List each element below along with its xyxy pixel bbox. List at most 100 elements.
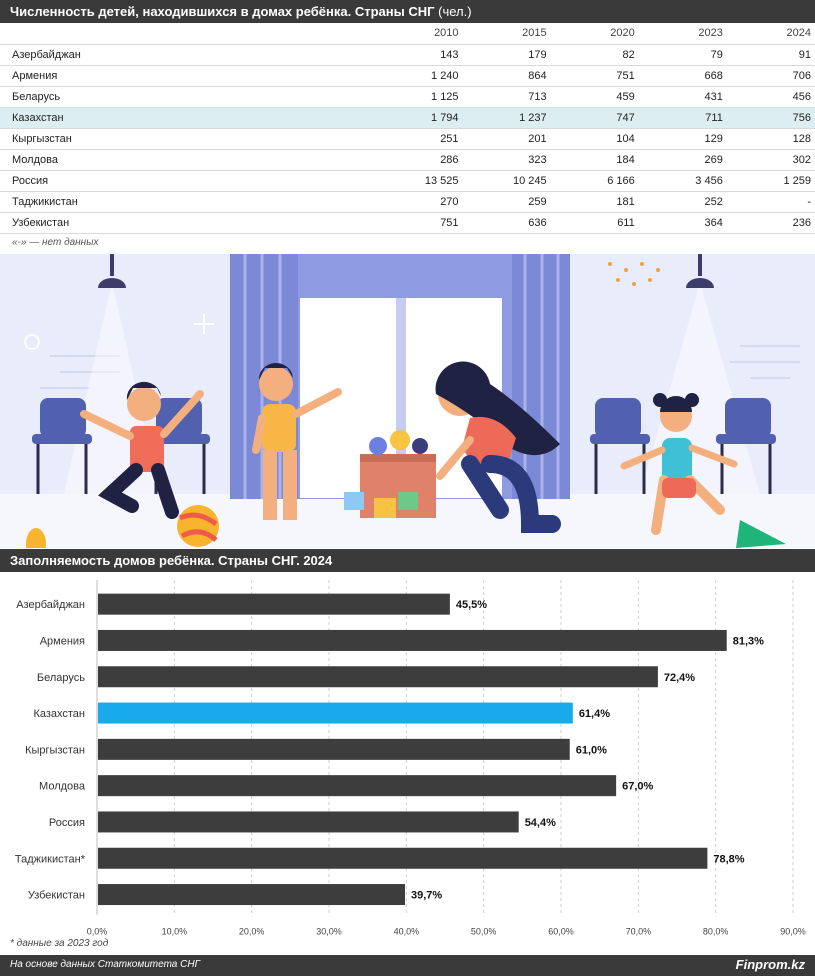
value-cell: 143 — [374, 44, 463, 66]
category-label: Кыргызстан — [25, 744, 85, 756]
country-cell: Армения — [0, 65, 375, 87]
header-year: 2010 — [374, 23, 463, 45]
value-cell: 459 — [550, 86, 639, 108]
x-tick-label: 50,0% — [471, 927, 497, 936]
category-label: Армения — [40, 635, 85, 647]
category-label: Беларусь — [37, 672, 85, 684]
value-label: 72,4% — [664, 672, 695, 684]
value-cell: 128 — [726, 128, 815, 150]
value-cell: 252 — [638, 191, 727, 213]
x-tick-label: 40,0% — [394, 927, 420, 936]
table-title: Численность детей, находившихся в домах … — [10, 4, 435, 19]
x-tick-label: 80,0% — [703, 927, 729, 936]
x-tick-label: 70,0% — [626, 927, 652, 936]
country-cell: Азербайджан — [0, 44, 375, 66]
value-cell: 747 — [550, 107, 639, 129]
table-row: Беларусь 1 125 713 459 431 456 — [0, 86, 815, 108]
children-count-table: 2010 2015 2020 2023 2024 Азербайджан 143 1… — [0, 23, 815, 234]
bar — [98, 702, 573, 724]
value-label: 78,8% — [713, 853, 744, 865]
header-country — [0, 23, 375, 45]
value-cell: 10 245 — [462, 170, 551, 192]
country-cell: Россия — [0, 170, 375, 192]
value-label: 54,4% — [525, 817, 556, 829]
value-cell: 706 — [726, 65, 815, 87]
x-tick-label: 20,0% — [239, 927, 265, 936]
value-label: 81,3% — [733, 635, 764, 647]
value-cell: 1 794 — [374, 107, 463, 129]
value-label: 45,5% — [456, 599, 487, 611]
table-row: Россия 13 525 10 245 6 166 3 456 1 259 — [0, 170, 815, 192]
value-cell: 259 — [462, 191, 551, 213]
country-cell: Молдова — [0, 149, 375, 171]
footer-bar: На основе данных Статкомитета СНГ Finpro… — [0, 955, 815, 976]
value-cell: 636 — [462, 212, 551, 234]
value-cell: 751 — [550, 65, 639, 87]
value-cell: 104 — [550, 128, 639, 150]
value-cell: 751 — [374, 212, 463, 234]
table-row: Узбекистан 751 636 611 364 236 — [0, 212, 815, 234]
value-label: 39,7% — [411, 890, 442, 902]
children-playing-illustration — [0, 254, 815, 548]
header-year: 2024 — [726, 23, 815, 45]
country-cell: Казахстан — [0, 107, 375, 129]
value-cell: 1 259 — [726, 170, 815, 192]
value-cell: 79 — [638, 44, 727, 66]
value-cell: 129 — [638, 128, 727, 150]
table-title-bar: Численность детей, находившихся в домах … — [0, 0, 815, 23]
table-body: Азербайджан 143 179 82 79 91 Армения 1 240 864 75… — [0, 44, 815, 234]
bar — [98, 738, 570, 760]
value-cell: 6 166 — [550, 170, 639, 192]
value-cell: - — [726, 191, 815, 213]
source-note: На основе данных Статкомитета СНГ — [10, 959, 201, 970]
header-year: 2023 — [638, 23, 727, 45]
table-row: Кыргызстан 251 201 104 129 128 — [0, 128, 815, 150]
value-cell: 713 — [462, 86, 551, 108]
value-cell: 456 — [726, 86, 815, 108]
value-cell: 270 — [374, 191, 463, 213]
value-label: 67,0% — [622, 781, 653, 793]
brand-logo-text: Finprom.kz — [735, 957, 805, 972]
x-tick-label: 60,0% — [548, 927, 574, 936]
value-cell: 91 — [726, 44, 815, 66]
country-cell: Беларусь — [0, 86, 375, 108]
table-row: Таджикистан 270 259 181 252- — [0, 191, 815, 213]
table-row: Казахстан 1 794 1 237 747 711 756 — [0, 107, 815, 129]
category-label: Таджикистан* — [15, 853, 86, 865]
value-cell: 236 — [726, 212, 815, 234]
value-cell: 1 240 — [374, 65, 463, 87]
value-cell: 668 — [638, 65, 727, 87]
bar — [98, 811, 519, 833]
bar — [98, 847, 708, 869]
value-cell: 269 — [638, 149, 727, 171]
value-cell: 181 — [550, 191, 639, 213]
value-cell: 82 — [550, 44, 639, 66]
bar — [98, 593, 450, 615]
table-unit: (чел.) — [438, 4, 472, 19]
bar — [98, 666, 658, 688]
value-cell: 286 — [374, 149, 463, 171]
country-cell: Узбекистан — [0, 212, 375, 234]
value-cell: 251 — [374, 128, 463, 150]
table-header-row: 2010 2015 2020 2023 2024 — [0, 23, 815, 45]
value-cell: 364 — [638, 212, 727, 234]
x-tick-label: 10,0% — [162, 927, 188, 936]
value-cell: 13 525 — [374, 170, 463, 192]
country-cell: Кыргызстан — [0, 128, 375, 150]
x-tick-label: 0,0% — [87, 927, 108, 936]
header-year: 2015 — [462, 23, 551, 45]
chart-title-bar: Заполняемость домов ребёнка. Страны СНГ.… — [0, 549, 815, 572]
value-cell: 864 — [462, 65, 551, 87]
value-cell: 201 — [462, 128, 551, 150]
value-cell: 3 456 — [638, 170, 727, 192]
value-cell: 323 — [462, 149, 551, 171]
country-cell: Таджикистан — [0, 191, 375, 213]
header-year: 2020 — [550, 23, 639, 45]
category-label: Азербайджан — [16, 599, 85, 611]
occupancy-bar-chart: 0,0% 10,0% 20,0% 30,0% 40,0% 50,0% 60,0% 70,0% 8… — [15, 580, 806, 936]
bar — [98, 775, 617, 797]
value-cell: 711 — [638, 107, 727, 129]
x-tick-label: 90,0% — [780, 927, 806, 936]
value-cell: 1 125 — [374, 86, 463, 108]
chart-title: Заполняемость домов ребёнка. Страны СНГ.… — [10, 553, 333, 568]
